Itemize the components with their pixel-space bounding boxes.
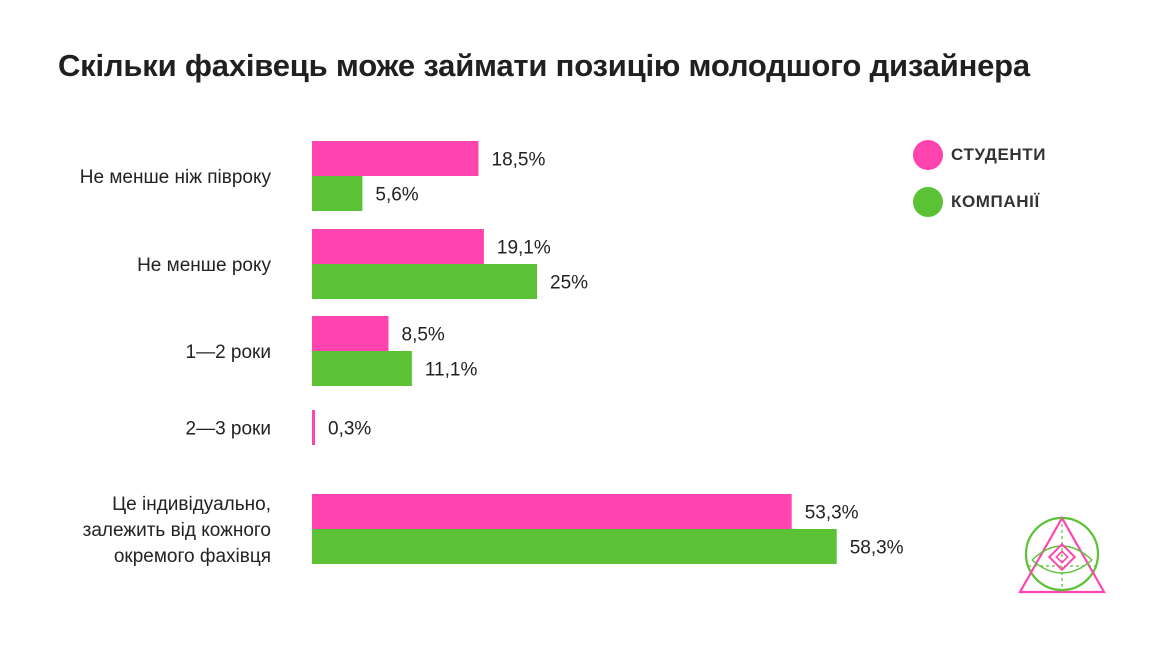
bar-companies	[312, 176, 363, 211]
data-label: 5,6%	[375, 185, 418, 206]
chart-legend: СТУДЕНТИ КОМПАНІЇ	[913, 140, 1046, 234]
legend-item-students: СТУДЕНТИ	[913, 140, 1046, 170]
category-label: Не менше року	[137, 255, 271, 276]
bar-companies	[312, 264, 537, 299]
bar-students	[312, 410, 315, 445]
data-label: 18,5%	[492, 150, 546, 171]
category-label-line: 1—2 роки	[186, 342, 271, 363]
legend-swatch-students	[913, 140, 943, 170]
data-label: 8,5%	[402, 325, 445, 346]
category-label: Це індивідуально, залежить від кожного окр…	[83, 494, 271, 567]
data-label: 0,3%	[328, 419, 371, 440]
chart-title: Скільки фахівець може займати позицію мо…	[58, 48, 1030, 83]
data-label: 58,3%	[850, 538, 904, 559]
bar-students	[312, 229, 484, 264]
category-label-line: залежить від кожного	[83, 520, 271, 541]
category-label-line: 2—3 роки	[186, 419, 271, 440]
category-label-line: Не менше ніж півроку	[80, 167, 272, 188]
bar-companies	[312, 351, 412, 386]
category-label-line: Не менше року	[137, 255, 271, 276]
category-label: 1—2 роки	[186, 342, 271, 363]
bar-students	[312, 494, 792, 529]
legend-swatch-companies	[913, 187, 943, 217]
bar-students	[312, 141, 479, 176]
data-label: 11,1%	[425, 360, 478, 381]
data-label: 53,3%	[805, 503, 859, 524]
data-label: 25%	[550, 273, 588, 294]
legend-label-students: СТУДЕНТИ	[951, 145, 1047, 164]
category-label: Не менше ніж півроку	[80, 167, 272, 188]
category-label-line: окремого фахівця	[114, 546, 271, 567]
legend-item-companies: КОМПАНІЇ	[913, 187, 1046, 217]
legend-label-companies: КОМПАНІЇ	[951, 192, 1040, 211]
bar-companies	[312, 529, 837, 564]
data-label: 19,1%	[497, 238, 551, 259]
category-label-line: Це індивідуально,	[112, 494, 271, 515]
category-label: 2—3 роки	[186, 419, 271, 440]
bar-students	[312, 316, 389, 351]
triangle-circle-eye-logo-icon	[1018, 515, 1106, 594]
